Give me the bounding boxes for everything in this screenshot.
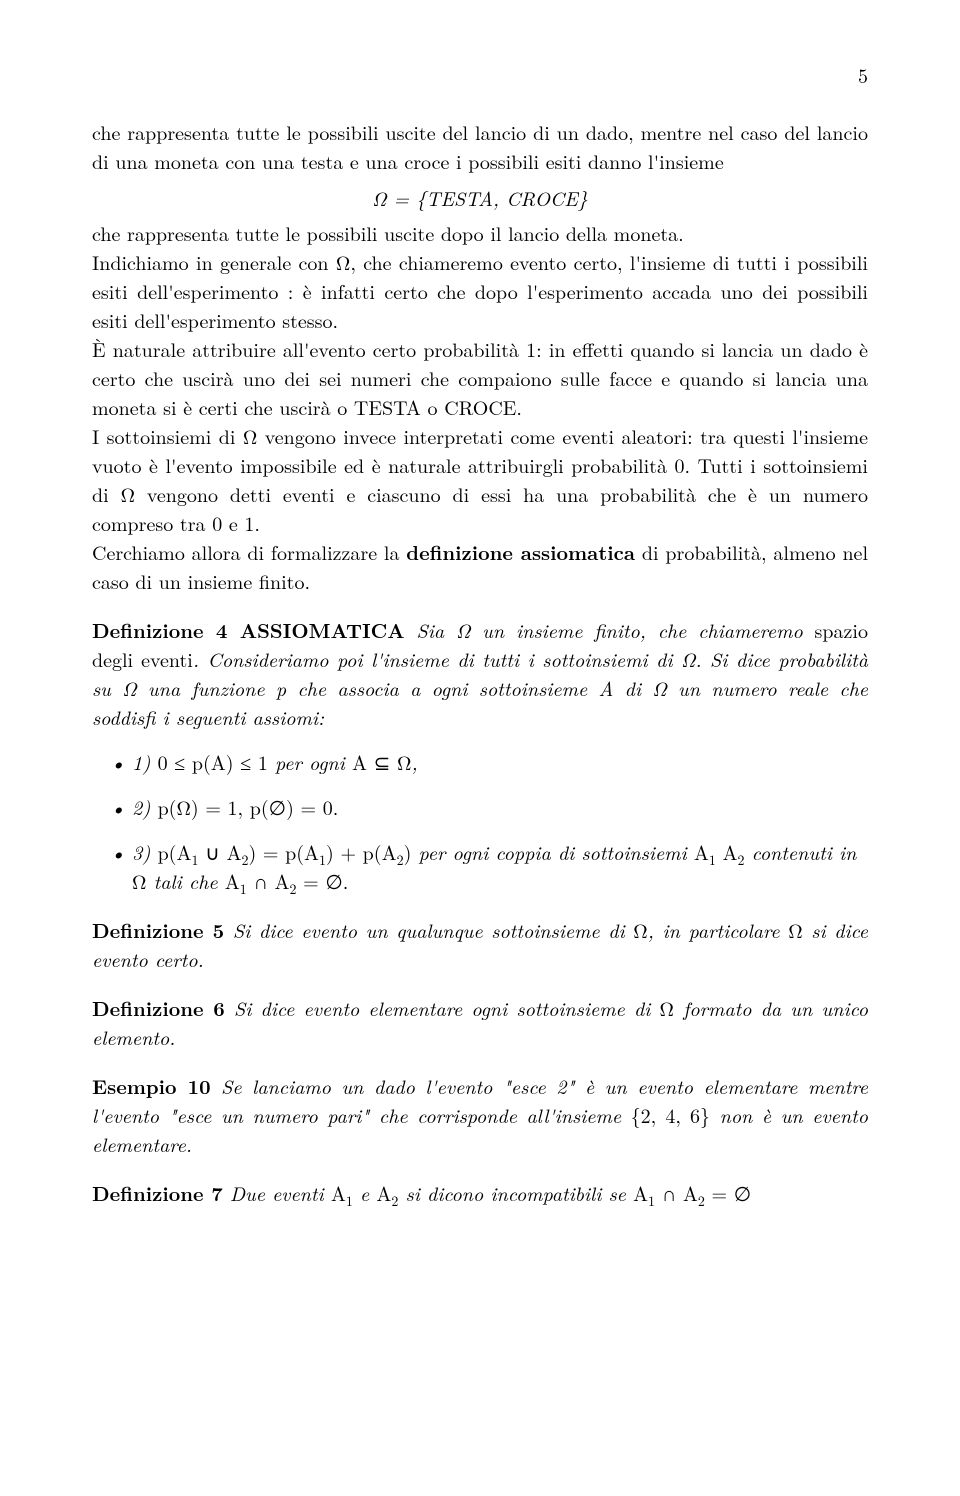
intro-line-2: che rappresenta tutte le possibili uscit…	[92, 218, 868, 247]
def5-om2: Ω	[788, 915, 802, 944]
intro-line-5: I sottoinsiemi di Ω vengono invece inter…	[92, 421, 868, 537]
axiom-3: 3) p(A1 ∪ A2) = p(A1) + p(A2) per ogni c…	[132, 837, 868, 895]
s5: 1	[709, 850, 716, 870]
equation-omega-testa-croce: Ω = {TESTA, CROCE}	[92, 183, 868, 212]
cup-1: ∪	[205, 837, 220, 866]
ax3-empty: = ∅.	[296, 866, 348, 895]
sym-omega-1: Ω	[456, 615, 470, 644]
def4-label: Definizione 4 ASSIOMATICA	[92, 615, 405, 644]
s4: 2	[397, 850, 404, 870]
sym-omega-2: Ω	[681, 644, 695, 673]
ax3-eq: p(A1 ∪ A2) = p(A1) + p(A2)	[158, 837, 412, 866]
def5-a: Si dice evento un qualunque sottoinsieme…	[224, 915, 633, 944]
def4-rest: . Consideriamo poi l'insieme di tutti i …	[92, 644, 868, 731]
def7-b: e	[353, 1178, 377, 1207]
cap-2: ∩	[662, 1178, 676, 1207]
intro-line-6: Cerchiamo allora di formalizzare la defi…	[92, 537, 868, 595]
ax3-d: tali che	[146, 866, 224, 895]
axiom-1: 1) 0 ≤ p(A) ≤ 1 per ogni A ⊆ Ω,	[132, 747, 868, 776]
ax3-c: contenuti in	[744, 837, 856, 866]
def4-b: un insieme finito, che chiameremo	[470, 615, 814, 644]
ax3-a: 3)	[132, 837, 158, 866]
definition-4: Definizione 4 ASSIOMATICA Sia Ω un insie…	[92, 615, 868, 731]
ax1-a: 1)	[132, 747, 158, 776]
axiom-2: 2) p(Ω) = 1, p(∅) = 0.	[132, 792, 868, 821]
def4-d: . Consideriamo poi l'insieme di tutti i …	[193, 644, 681, 673]
ax2-a: 2)	[132, 792, 158, 821]
axiom-list: 1) 0 ≤ p(A) ≤ 1 per ogni A ⊆ Ω, 2) p(Ω) …	[92, 747, 868, 895]
s7: 1	[240, 879, 247, 899]
def7-body: Due eventi A1 e A2 si dicono incompatibi…	[223, 1178, 751, 1207]
intro-6b: definizione assiomatica	[406, 537, 635, 566]
def6-om: Ω	[660, 993, 674, 1022]
intro-line-4: È naturale attribuire all'evento certo p…	[92, 334, 868, 421]
sym-omega-3: Ω	[122, 673, 136, 702]
ax3-a1a2: A1 A2	[694, 837, 745, 866]
def4-a: Sia	[405, 615, 456, 644]
d7s4: 2	[698, 1191, 705, 1211]
page-number: 5	[92, 60, 868, 89]
def5-b: , in particolare	[648, 915, 788, 944]
intro-6a: Cerchiamo allora di formalizzare la	[92, 537, 406, 566]
def5-om1: Ω	[633, 915, 647, 944]
ax1-b: 0 ≤ p(A) ≤ 1	[158, 747, 268, 776]
ex10-set: {2, 4, 6}	[631, 1100, 710, 1129]
def6-a: Si dice evento elementare ogni sottoinsi…	[225, 993, 660, 1022]
definition-7: Definizione 7 Due eventi A1 e A2 si dico…	[92, 1178, 868, 1207]
definition-5: Definizione 5 Si dice evento un qualunqu…	[92, 915, 868, 973]
def7-a: Due eventi	[223, 1178, 331, 1207]
example-10: Esempio 10 Se lanciamo un dado l'evento …	[92, 1071, 868, 1158]
definition-6: Definizione 6 Si dice evento elementare …	[92, 993, 868, 1051]
def4-f: una funzione p che associa a ogni sottoi…	[137, 673, 653, 702]
ax1-c: per ogni	[268, 747, 352, 776]
ax1-e: ,	[411, 747, 417, 776]
ex10-label: Esempio 10	[92, 1071, 211, 1100]
def4-body: Sia Ω un insieme finito, che chiameremo	[405, 615, 815, 644]
ax3-cap: A1 ∩ A2 = ∅.	[225, 866, 349, 895]
intro-line-1: che rappresenta tutte le possibili uscit…	[92, 117, 868, 175]
ax1-d: A ⊆ Ω	[352, 747, 412, 776]
intro-line-3: Indichiamo in generale con Ω, che chiame…	[92, 247, 868, 334]
def7-label: Definizione 7	[92, 1178, 223, 1207]
def7-eq: A1 ∩ A2 = ∅	[633, 1178, 751, 1207]
ax3-b: per ogni coppia di sottoinsiemi	[411, 837, 693, 866]
ax2-b: p(Ω) = 1, p(∅) = 0.	[158, 792, 339, 821]
def5-label: Definizione 5	[92, 915, 224, 944]
d7s3: 1	[648, 1191, 655, 1211]
def7-a1: A1	[331, 1178, 353, 1207]
d7s1: 1	[346, 1191, 353, 1211]
ax3-om: Ω	[132, 866, 146, 895]
cap-1: ∩	[253, 866, 267, 895]
def7-empty: = ∅	[705, 1178, 751, 1207]
def6-label: Definizione 6	[92, 993, 225, 1022]
sym-omega-4: Ω	[652, 673, 666, 702]
def7-a2: A2	[376, 1178, 398, 1207]
def7-c: si dicono incompatibili se	[398, 1178, 633, 1207]
